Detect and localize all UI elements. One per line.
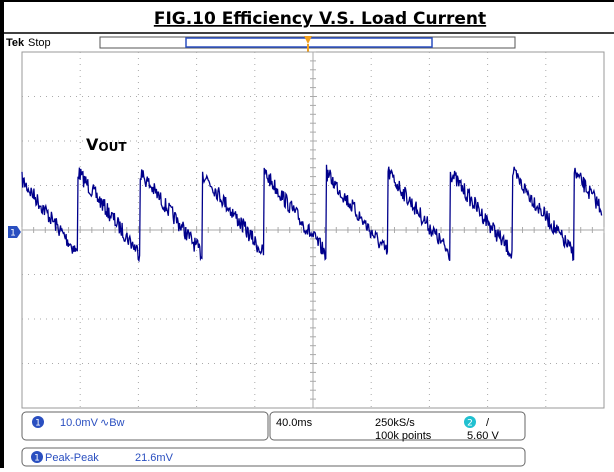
measurement-channel: 1	[34, 454, 40, 464]
trace-label-sub: OUT	[98, 140, 127, 154]
record-length: 100k points	[375, 430, 432, 442]
channel-marker: 1	[10, 229, 16, 239]
top-border	[0, 0, 614, 2]
scope-screenshot: FIG.10 Efficiency V.S. Load Current Tek …	[0, 0, 614, 468]
sample-rate: 250kS/s	[375, 417, 415, 429]
figure-title: FIG.10 Efficiency V.S. Load Current	[154, 9, 486, 29]
trigger-source: 2	[467, 419, 473, 429]
measurement-value: 21.6mV	[135, 452, 174, 464]
acquisition-state: Stop	[28, 37, 51, 49]
left-border	[0, 0, 4, 468]
measurement-name: Peak-Peak	[45, 452, 99, 464]
timebase: 40.0ms	[276, 417, 313, 429]
channel-scale: 10.0mV	[60, 417, 99, 429]
channel-number: 1	[35, 419, 41, 429]
channel-box	[22, 412, 268, 440]
trace-label-main: V	[86, 135, 99, 154]
brand: Tek	[6, 37, 25, 49]
trigger-level: 5.60 V	[467, 430, 499, 442]
bandwidth-limit: ∿Bw	[100, 417, 125, 429]
